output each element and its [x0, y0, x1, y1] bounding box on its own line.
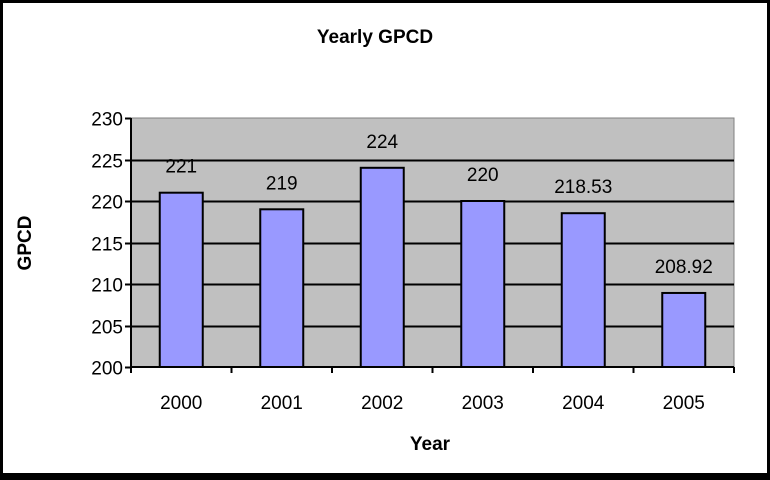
chart-title: Yearly GPCD — [316, 27, 434, 48]
bar-2002 — [359, 166, 405, 368]
bar-2003 — [460, 200, 506, 368]
y-tick-label: 210 — [91, 276, 123, 297]
x-tick-label: 2002 — [361, 393, 403, 414]
x-tick-label: 2000 — [160, 393, 202, 414]
x-tick-label: 2001 — [261, 393, 303, 414]
data-label: 221 — [165, 157, 197, 178]
data-label: 208.92 — [655, 257, 713, 278]
x-tick-label: 2003 — [462, 393, 504, 414]
data-label: 218.53 — [554, 177, 612, 198]
y-tick-label: 205 — [91, 318, 123, 339]
y-tick-label: 215 — [91, 235, 123, 256]
x-axis-label: Year — [409, 434, 451, 455]
x-tick-label: 2005 — [663, 393, 705, 414]
bar-2000 — [158, 191, 204, 368]
bar-2001 — [259, 208, 305, 368]
y-tick-label: 230 — [91, 110, 123, 131]
data-label: 224 — [366, 132, 398, 153]
bar-2004 — [560, 212, 606, 368]
y-tick-label: 225 — [91, 152, 123, 173]
x-tick-label: 2004 — [562, 393, 605, 414]
data-label: 219 — [266, 173, 298, 194]
y-tick-label: 220 — [91, 193, 123, 214]
y-tick-label: 200 — [91, 359, 123, 380]
bar-2005 — [661, 291, 707, 368]
data-label: 220 — [467, 165, 499, 186]
